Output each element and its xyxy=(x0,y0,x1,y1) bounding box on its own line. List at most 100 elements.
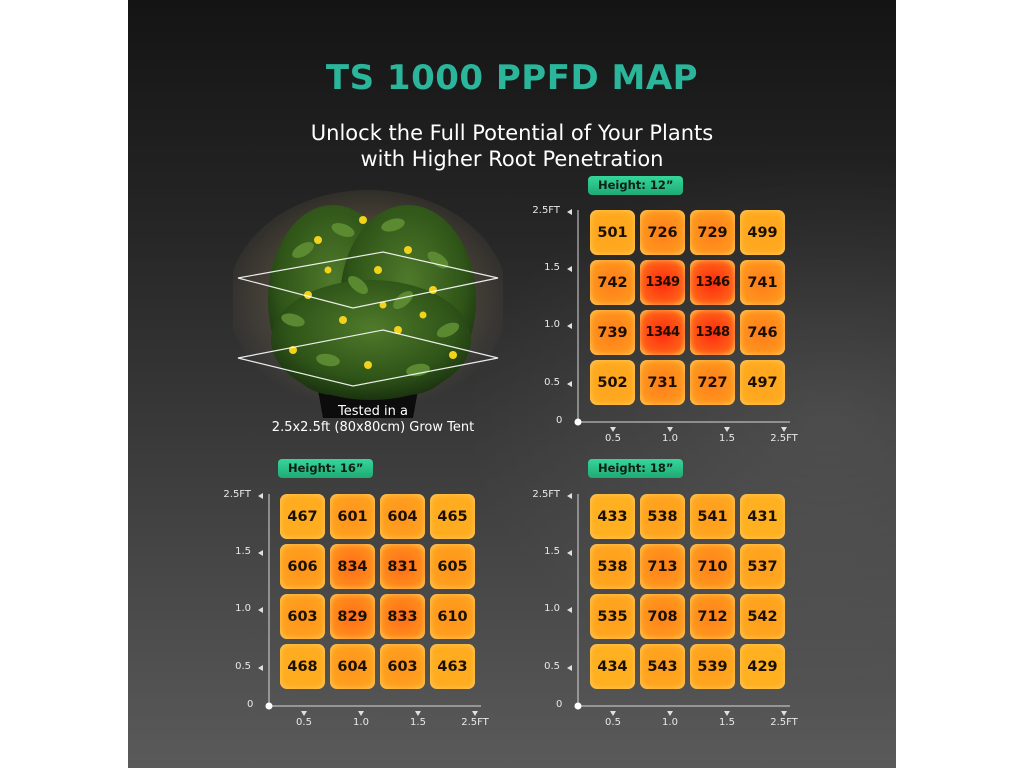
ppfd-cell: 535 xyxy=(590,594,635,639)
ppfd-cell: 739 xyxy=(590,310,635,355)
ppfd-cell: 741 xyxy=(740,260,785,305)
ppfd-cell: 829 xyxy=(330,594,375,639)
x-tick-marker xyxy=(781,711,787,716)
ppfd-chart-18in: Height: 18” 2.5FT 1.5 1.0 0.5 0 0.5 1.0 1.5 2.5FT… xyxy=(128,0,896,768)
ppfd-cell: 497 xyxy=(740,360,785,405)
height-badge: Height: 18” xyxy=(588,459,684,478)
ppfd-cell: 605 xyxy=(430,544,475,589)
x-tick-label: 1.5 xyxy=(410,717,426,728)
x-tick-label: 2.5FT xyxy=(461,717,489,728)
ppfd-cell: 1346 xyxy=(690,260,735,305)
y-tick-label: 2.5FT xyxy=(223,489,251,500)
y-tick-marker xyxy=(567,323,572,329)
ppfd-cell: 541 xyxy=(690,494,735,539)
y-tick-marker xyxy=(567,266,572,272)
x-tick-label: 2.5FT xyxy=(770,717,798,728)
x-tick-marker xyxy=(781,427,787,432)
ppfd-cell: 538 xyxy=(590,544,635,589)
y-tick-marker xyxy=(567,607,572,613)
ppfd-cell: 746 xyxy=(740,310,785,355)
page-title: TS 1000 PPFD MAP xyxy=(325,58,699,98)
ppfd-cell: 742 xyxy=(590,260,635,305)
y-tick-marker xyxy=(567,550,572,556)
ppfd-cell: 731 xyxy=(640,360,685,405)
y-tick-label: 1.5 xyxy=(544,546,560,557)
ppfd-cell: 727 xyxy=(690,360,735,405)
subtitle-line-2: with Higher Root Penetration xyxy=(360,147,664,171)
y-tick-marker xyxy=(567,381,572,387)
test-caption: Tested in a 2.5x2.5ft (80x80cm) Grow Ten… xyxy=(238,404,508,436)
origin-label: 0 xyxy=(556,699,563,710)
ppfd-cell: 499 xyxy=(740,210,785,255)
ppfd-cell: 434 xyxy=(590,644,635,689)
ppfd-cell: 463 xyxy=(430,644,475,689)
chart-axes xyxy=(567,493,790,716)
x-tick-marker xyxy=(358,711,364,716)
x-tick-label: 1.5 xyxy=(719,717,735,728)
ppfd-cell: 468 xyxy=(280,644,325,689)
ppfd-cell: 604 xyxy=(330,644,375,689)
ppfd-cell: 542 xyxy=(740,594,785,639)
x-tick-marker xyxy=(415,711,421,716)
x-tick-marker xyxy=(610,427,616,432)
ppfd-cell: 713 xyxy=(640,544,685,589)
height-badge: Height: 12” xyxy=(588,176,684,195)
y-tick-label: 1.0 xyxy=(235,603,251,614)
ppfd-cell: 433 xyxy=(590,494,635,539)
origin-dot xyxy=(574,702,582,710)
subtitle-line-1: Unlock the Full Potential of Your Plants xyxy=(310,121,714,145)
origin-label: 0 xyxy=(556,415,563,426)
y-tick-marker xyxy=(567,493,572,499)
y-tick-label: 2.5FT xyxy=(532,489,560,500)
y-tick-marker xyxy=(567,209,572,215)
ppfd-cell: 601 xyxy=(330,494,375,539)
x-tick-label: 1.0 xyxy=(353,717,369,728)
y-tick-label: 1.5 xyxy=(544,262,560,273)
ppfd-cell: 1344 xyxy=(640,310,685,355)
x-tick-label: 0.5 xyxy=(605,433,621,444)
x-tick-marker xyxy=(667,711,673,716)
y-tick-label: 0.5 xyxy=(544,377,560,388)
caption-line-2: 2.5x2.5ft (80x80cm) Grow Tent xyxy=(271,420,475,435)
y-tick-label: 1.0 xyxy=(544,603,560,614)
ppfd-cell: 606 xyxy=(280,544,325,589)
ppfd-chart-16in: Height: 16” 2.5FT 1.5 1.0 0.5 0 0.5 1.0 1.5 2.5FT… xyxy=(128,0,896,768)
ppfd-cell: 710 xyxy=(690,544,735,589)
ppfd-cell: 539 xyxy=(690,644,735,689)
ppfd-cell: 537 xyxy=(740,544,785,589)
ppfd-cell: 431 xyxy=(740,494,785,539)
x-tick-marker xyxy=(724,711,730,716)
x-tick-label: 0.5 xyxy=(605,717,621,728)
x-tick-label: 1.0 xyxy=(662,433,678,444)
chart-axes xyxy=(258,493,481,716)
ppfd-cell: 712 xyxy=(690,594,735,639)
ppfd-cell: 726 xyxy=(640,210,685,255)
ppfd-cell: 833 xyxy=(380,594,425,639)
x-tick-marker xyxy=(301,711,307,716)
origin-label: 0 xyxy=(247,699,254,710)
ppfd-cell: 502 xyxy=(590,360,635,405)
ppfd-chart-12in: Height: 12” 2.5FT 1.5 1.0 0.5 0 0.5 1.0 1.5 2.5FT… xyxy=(128,0,896,768)
x-tick-marker xyxy=(724,427,730,432)
ppfd-cell: 543 xyxy=(640,644,685,689)
ppfd-cell: 831 xyxy=(380,544,425,589)
caption-line-1: Tested in a xyxy=(338,404,408,419)
ppfd-cell: 1348 xyxy=(690,310,735,355)
ppfd-cell: 467 xyxy=(280,494,325,539)
ppfd-cell: 610 xyxy=(430,594,475,639)
ppfd-cell: 1349 xyxy=(640,260,685,305)
y-tick-marker xyxy=(567,665,572,671)
x-tick-label: 2.5FT xyxy=(770,433,798,444)
y-tick-label: 1.0 xyxy=(544,319,560,330)
x-tick-label: 0.5 xyxy=(296,717,312,728)
ppfd-cell: 834 xyxy=(330,544,375,589)
ppfd-cell: 729 xyxy=(690,210,735,255)
chart-axes xyxy=(567,209,790,432)
y-tick-marker xyxy=(258,550,263,556)
x-tick-marker xyxy=(610,711,616,716)
ppfd-cell: 429 xyxy=(740,644,785,689)
plant-illustration xyxy=(233,190,503,418)
ppfd-cell: 708 xyxy=(640,594,685,639)
x-tick-marker xyxy=(472,711,478,716)
ppfd-cell: 538 xyxy=(640,494,685,539)
